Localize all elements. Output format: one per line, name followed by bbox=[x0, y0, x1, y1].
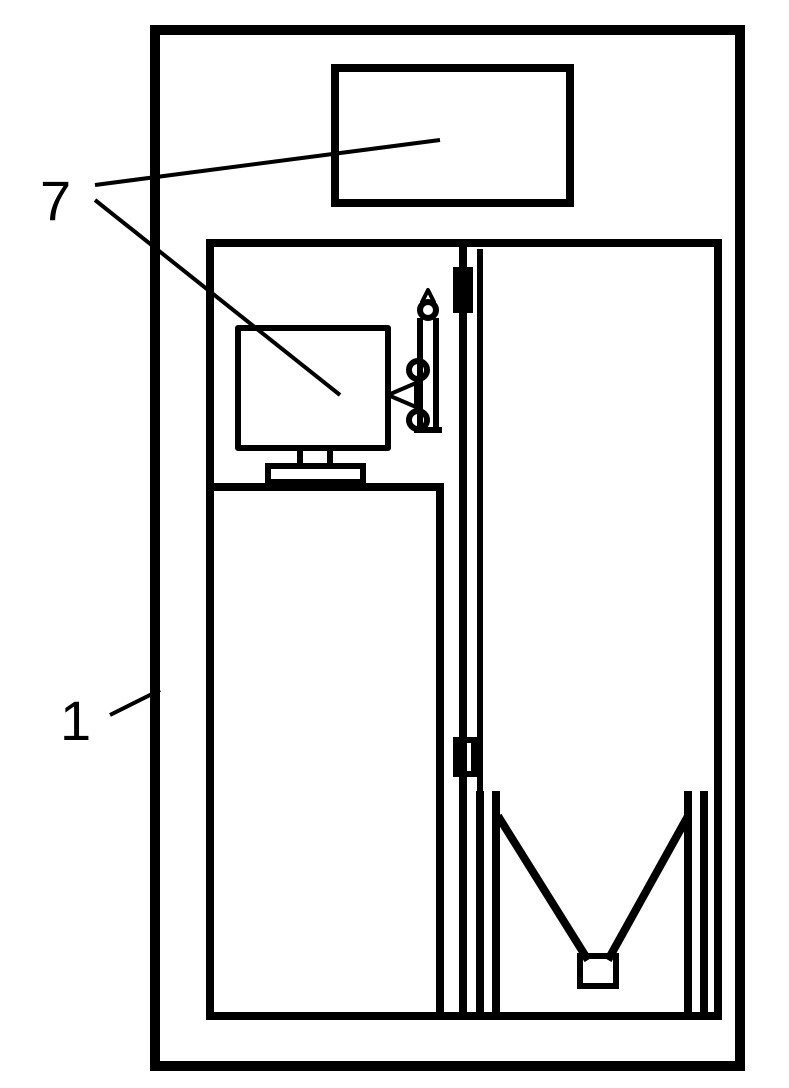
label-7: 7 bbox=[40, 169, 71, 232]
cabinet-outer bbox=[155, 30, 740, 1066]
top-display bbox=[335, 68, 570, 203]
bracket-arm bbox=[388, 383, 416, 407]
monitor-screen bbox=[238, 328, 388, 448]
leader-7-display bbox=[95, 140, 440, 185]
hopper-v-right bbox=[608, 816, 688, 960]
left-column bbox=[210, 487, 440, 1016]
label-1: 1 bbox=[60, 689, 91, 752]
diagram-canvas: 71 bbox=[0, 0, 789, 1088]
leader-7-monitor bbox=[95, 200, 340, 395]
bracket-top-point bbox=[422, 290, 434, 302]
bracket-top-knob bbox=[420, 302, 436, 318]
hopper-v-left bbox=[498, 816, 588, 960]
monitor-base bbox=[268, 466, 363, 482]
